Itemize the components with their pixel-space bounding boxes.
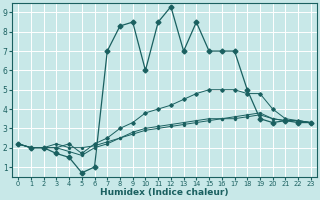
X-axis label: Humidex (Indice chaleur): Humidex (Indice chaleur) [100,188,229,197]
